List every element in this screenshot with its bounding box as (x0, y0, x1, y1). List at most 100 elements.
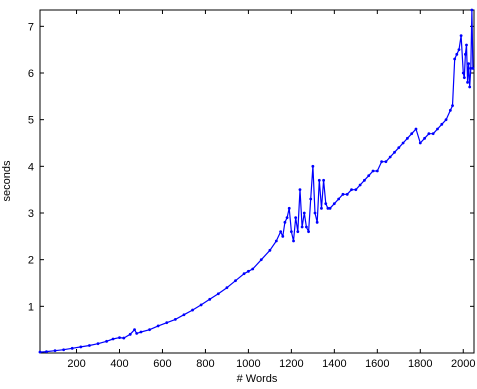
data-point (405, 136, 409, 140)
data-point (111, 337, 115, 341)
data-point (300, 225, 304, 229)
data-point (305, 225, 308, 229)
x-tick-label: 200 (67, 358, 85, 370)
data-point (156, 324, 160, 328)
series-layer (38, 8, 475, 354)
data-point (465, 43, 468, 47)
x-tick-label: 1400 (322, 358, 346, 370)
data-point (279, 230, 283, 234)
data-point (148, 328, 151, 332)
data-point (418, 141, 422, 145)
data-point (118, 336, 121, 339)
data-point (453, 57, 457, 61)
data-point (234, 279, 237, 283)
data-point (457, 48, 461, 52)
data-point (436, 127, 439, 131)
data-point (311, 164, 315, 168)
data-point (427, 132, 431, 136)
data-point (79, 345, 83, 349)
data-point (128, 332, 132, 336)
data-point (459, 34, 463, 38)
data-point (423, 136, 426, 140)
x-tick-label: 400 (110, 358, 128, 370)
data-point (313, 211, 317, 215)
data-point (375, 169, 379, 173)
data-point (298, 188, 302, 192)
data-point (332, 202, 336, 206)
x-tick-label: 1000 (236, 358, 260, 370)
data-point (294, 216, 298, 220)
data-point (461, 71, 465, 75)
data-point (322, 178, 326, 182)
data-point (324, 202, 328, 206)
data-point (96, 342, 100, 346)
data-point (440, 122, 444, 126)
data-point (38, 350, 42, 354)
data-point (199, 303, 203, 307)
data-point (274, 239, 278, 243)
x-tick-label: 1800 (408, 358, 432, 370)
data-point (287, 206, 291, 210)
data-point (88, 344, 91, 347)
data-point (242, 272, 246, 276)
data-point (393, 150, 396, 154)
data-point (410, 132, 414, 136)
data-point (448, 108, 452, 112)
data-point (328, 206, 332, 210)
data-point (468, 85, 472, 89)
data-point (469, 66, 473, 70)
data-point (309, 197, 313, 201)
y-tick-label: 5 (28, 115, 34, 127)
data-point (283, 220, 287, 224)
data-point (62, 348, 66, 352)
x-tick-label: 1600 (365, 358, 389, 370)
data-point (247, 269, 250, 273)
data-point (45, 350, 48, 353)
plot-area-frame (39, 9, 475, 354)
y-tick-label: 1 (28, 301, 34, 313)
x-tick-label: 600 (153, 358, 171, 370)
data-point (455, 52, 459, 56)
data-point (467, 62, 471, 66)
data-point (464, 52, 467, 56)
x-tick-label: 800 (196, 358, 214, 370)
data-point (281, 234, 285, 238)
data-point (135, 332, 139, 335)
data-point (216, 292, 220, 296)
data-point (367, 174, 371, 178)
y-axis-ticks: 1 2 3 4 5 6 7 (28, 21, 474, 313)
data-point (354, 188, 358, 192)
data-point (384, 160, 388, 164)
data-point (139, 330, 143, 334)
data-point (251, 267, 255, 271)
data-point (451, 104, 454, 108)
data-point (388, 155, 392, 159)
data-point (345, 192, 349, 196)
data-point (182, 313, 186, 317)
y-tick-label: 4 (28, 161, 34, 173)
data-point (462, 76, 466, 80)
data-point (431, 132, 435, 136)
data-point (289, 230, 293, 234)
data-point (302, 211, 306, 215)
data-point (466, 80, 469, 84)
data-point (133, 328, 136, 332)
data-point (315, 220, 319, 224)
data-point (337, 197, 341, 201)
data-point (350, 188, 353, 192)
data-point (225, 286, 229, 290)
y-axis-label: seconds (1, 160, 13, 201)
y-tick-label: 2 (28, 255, 34, 267)
data-point (341, 192, 345, 196)
data-point (401, 141, 405, 145)
data-point (191, 308, 194, 312)
data-point (307, 230, 310, 234)
data-point (268, 248, 272, 252)
data-point (122, 336, 126, 340)
data-point (317, 178, 321, 182)
data-point (208, 297, 212, 301)
data-point (363, 178, 366, 182)
data-point (292, 239, 295, 243)
data-point (444, 118, 448, 122)
